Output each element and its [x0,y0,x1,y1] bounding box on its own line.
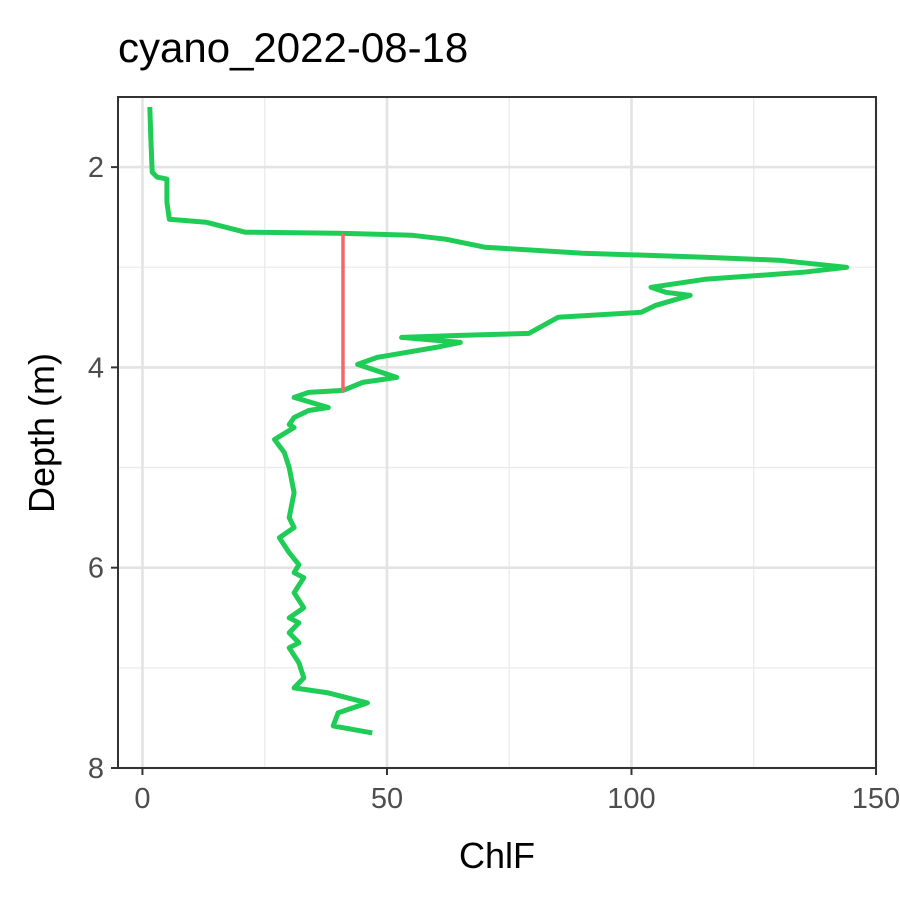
y-tick-label: 4 [88,352,104,384]
plot-border [117,96,877,769]
plot-background [118,97,876,768]
y-tick-label: 2 [88,152,104,184]
x-axis: 0 50 100 150 [134,768,900,815]
x-tick-label: 0 [134,783,150,815]
y-tick-label: 8 [88,753,104,785]
chart-title: cyano_2022-08-18 [118,24,468,71]
plot-panel [118,97,876,768]
x-axis-title: ChlF [459,835,535,876]
y-axis: 2 4 6 8 [88,152,118,785]
series-line-0 [147,106,850,736]
x-tick-label: 100 [607,783,655,815]
x-tick-label: 150 [852,783,900,815]
series-group [147,106,850,736]
y-tick-label: 6 [88,553,104,585]
plot-frame [117,96,877,769]
grid-minor [118,97,876,768]
x-tick-label: 50 [371,783,403,815]
y-axis-title: Depth (m) [21,353,62,513]
